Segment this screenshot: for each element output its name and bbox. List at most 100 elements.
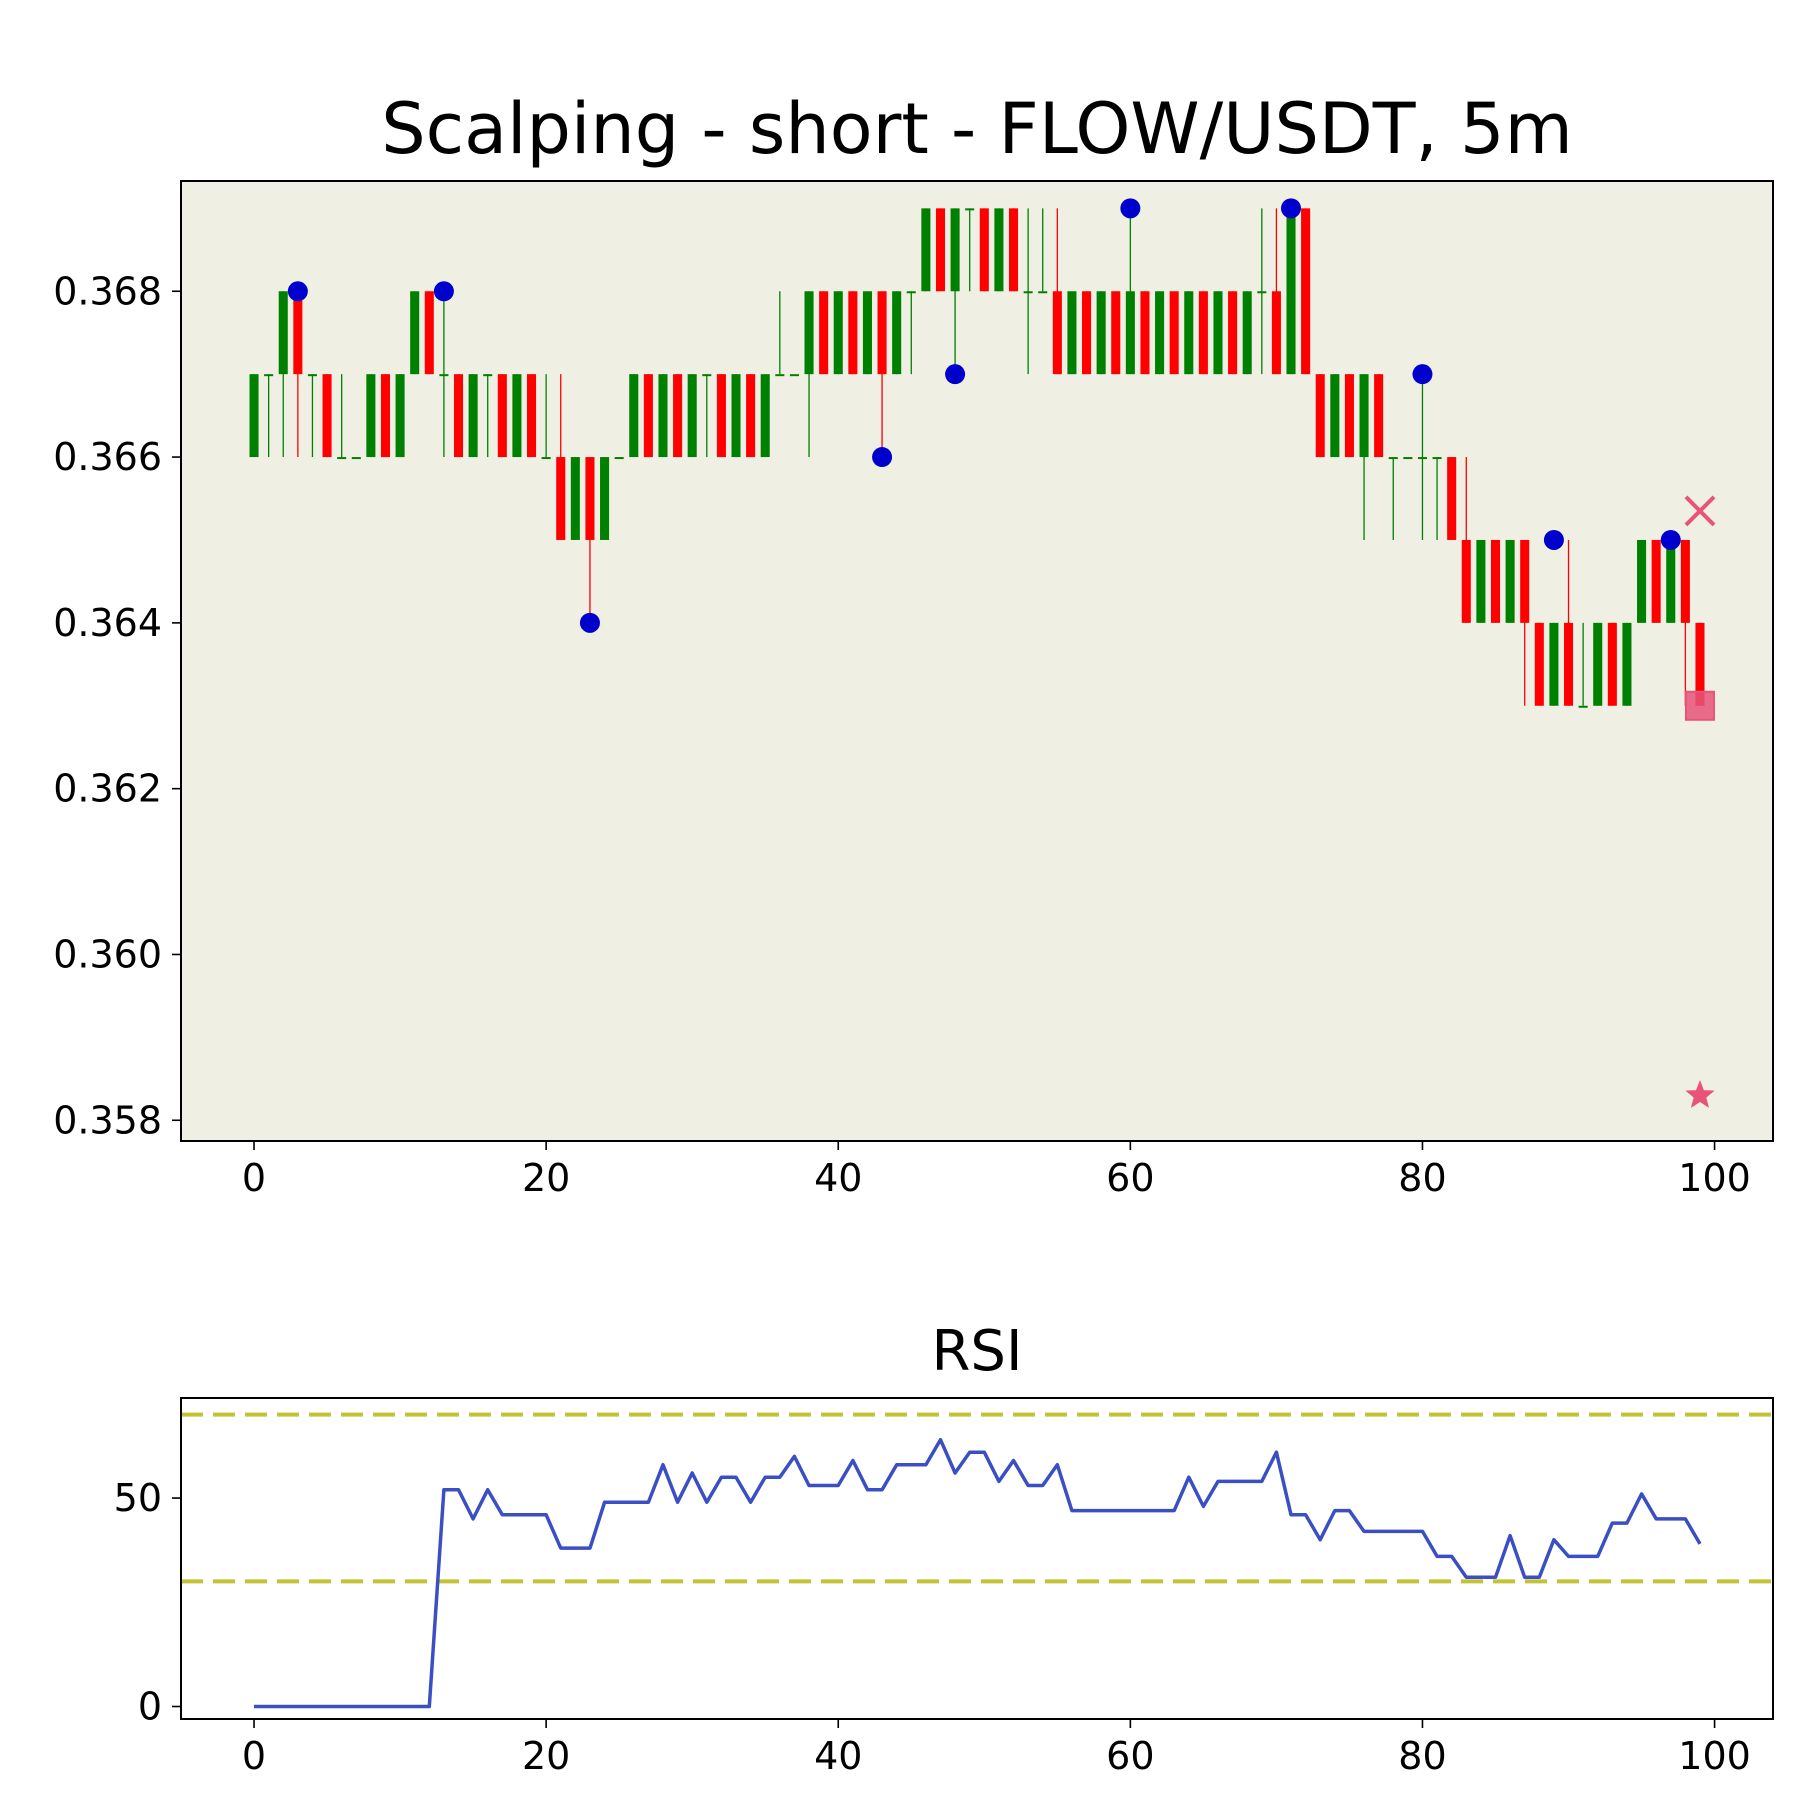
y-tick-label: 0.362 xyxy=(53,767,162,811)
price-y-axis: 0.358 0.360 0.362 0.364 0.366 0.368 xyxy=(53,269,181,1142)
entry-square-marker xyxy=(1684,690,1715,721)
candle-body xyxy=(1286,208,1296,375)
candle-body xyxy=(497,374,507,458)
candle-body xyxy=(322,374,332,458)
candle-body xyxy=(833,291,843,375)
candle-body xyxy=(1490,539,1501,623)
candle-body xyxy=(1184,291,1194,375)
candle-body xyxy=(775,374,785,377)
candle-body xyxy=(1111,291,1121,375)
x-tick-label: 100 xyxy=(1678,1156,1751,1200)
candle-body xyxy=(658,374,668,458)
candle-body xyxy=(600,457,610,540)
candle-body xyxy=(556,457,566,540)
candle-body xyxy=(1213,291,1223,375)
candle-body xyxy=(1301,208,1311,375)
candle-body xyxy=(921,208,931,292)
candle-body xyxy=(1461,539,1471,623)
exit-x-marker xyxy=(1684,495,1716,527)
price-plot-frame xyxy=(180,180,1774,1142)
signal-markers-group xyxy=(1684,495,1716,1108)
candle-body xyxy=(1125,291,1135,375)
candle-body xyxy=(1330,374,1340,458)
candle-body xyxy=(1038,291,1048,294)
candle-body xyxy=(629,374,639,458)
candle-body xyxy=(410,291,420,375)
y-tick-label: 50 xyxy=(114,1476,162,1520)
x-tick-label: 20 xyxy=(522,1156,570,1200)
candle-body xyxy=(395,374,405,458)
pivot-point xyxy=(579,612,600,633)
candle-body xyxy=(935,208,946,292)
candle-body xyxy=(1403,457,1413,460)
candle-body xyxy=(1257,291,1267,294)
x-tick-label: 60 xyxy=(1106,1156,1154,1200)
candle-body xyxy=(804,291,814,375)
candle-body xyxy=(1359,374,1369,458)
pivot-point xyxy=(1543,529,1564,550)
candle-body xyxy=(1476,539,1486,623)
candle-body xyxy=(468,374,478,458)
x-tick-label: 80 xyxy=(1398,1734,1446,1778)
rsi-y-axis: 0 50 xyxy=(114,1476,181,1728)
candle-body xyxy=(570,457,580,540)
candle-body xyxy=(541,457,551,460)
candle-body xyxy=(453,374,464,458)
x-tick-label: 40 xyxy=(814,1734,862,1778)
y-tick-label: 0.364 xyxy=(53,601,162,645)
candle-body xyxy=(673,374,683,458)
candles-group xyxy=(249,208,1705,708)
rsi-line-group xyxy=(254,1437,1702,1709)
rsi-title: RSI xyxy=(932,1319,1023,1384)
candle-body xyxy=(585,457,595,540)
x-tick-label: 80 xyxy=(1398,1156,1446,1200)
x-tick-label: 40 xyxy=(814,1156,862,1200)
candle-body xyxy=(264,374,274,377)
candle-body xyxy=(1447,457,1457,540)
rsi-x-axis: 0 20 40 60 80 100 xyxy=(242,1719,1751,1778)
rsi-series-line xyxy=(254,1437,1702,1709)
candle-body xyxy=(1198,291,1208,375)
pivot-point xyxy=(1412,364,1433,385)
candle-body xyxy=(746,374,756,458)
rsi-panel: 0 20 40 60 80 100 0 50 RSI xyxy=(114,1319,1774,1778)
candle-body xyxy=(1432,457,1442,460)
candle-body xyxy=(1052,291,1062,375)
pivots-group xyxy=(287,198,1681,633)
pivot-point xyxy=(1281,198,1302,219)
candle-body xyxy=(1082,291,1092,375)
candle-body xyxy=(1651,539,1661,623)
candle-body xyxy=(483,374,493,377)
candle-body xyxy=(1388,457,1398,460)
candle-body xyxy=(716,374,726,458)
pivot-point xyxy=(433,281,454,302)
candle-body xyxy=(1622,622,1632,706)
candle-body xyxy=(994,208,1004,292)
candle-body xyxy=(862,291,872,375)
candle-body xyxy=(731,374,741,458)
pivot-point xyxy=(1120,198,1141,219)
x-tick-label: 0 xyxy=(242,1156,266,1200)
candle-body xyxy=(702,374,712,377)
candle-body xyxy=(1680,539,1690,623)
candle-body xyxy=(1666,539,1676,623)
candle-body xyxy=(789,374,799,377)
x-tick-label: 0 xyxy=(242,1734,266,1778)
candle-body xyxy=(1344,374,1354,458)
candle-body xyxy=(1228,291,1238,375)
candle-body xyxy=(1534,622,1544,706)
candle-body xyxy=(760,374,770,458)
price-panel: 0 20 40 60 80 100 0.3580.3600.3620.3640.3660.… xyxy=(53,88,1774,1200)
candle-body xyxy=(643,374,653,458)
candle-body xyxy=(307,374,317,377)
candle-body xyxy=(1067,291,1077,375)
candle-body xyxy=(1140,291,1150,375)
candle-body xyxy=(892,291,902,375)
candle-body xyxy=(439,374,449,377)
price-x-axis: 0 20 40 60 80 100 xyxy=(242,1141,1751,1200)
price-plot-background xyxy=(181,181,1773,1141)
candle-body xyxy=(1593,622,1603,706)
x-tick-label: 100 xyxy=(1678,1734,1751,1778)
candle-body xyxy=(366,374,376,458)
